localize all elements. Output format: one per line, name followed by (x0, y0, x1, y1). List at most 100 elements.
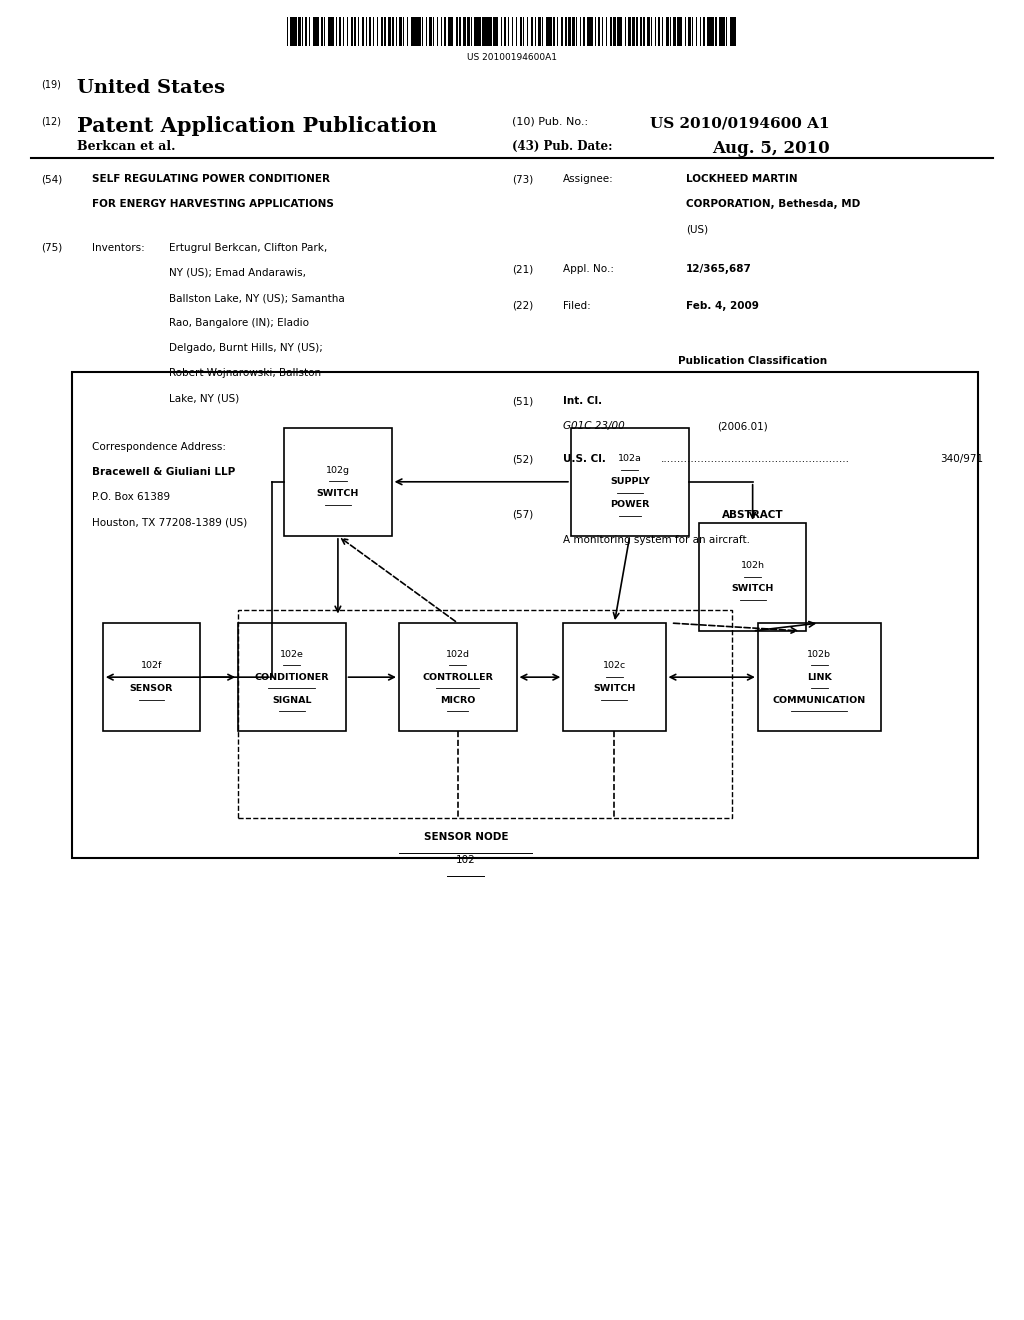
Text: POWER: POWER (610, 500, 649, 510)
Bar (685, 17, 686, 46)
Bar (285, 428, 391, 536)
Bar (561, 17, 563, 46)
Bar (437, 17, 438, 46)
Bar (313, 17, 317, 46)
Bar (677, 17, 681, 46)
Bar (489, 17, 493, 46)
Text: Ballston Lake, NY (US); Samantha: Ballston Lake, NY (US); Samantha (169, 293, 345, 304)
Bar (758, 623, 881, 731)
Text: U.S. Cl.: U.S. Cl. (563, 454, 606, 465)
Bar (305, 17, 307, 46)
Bar (698, 523, 807, 631)
Bar (681, 17, 682, 46)
Text: 102f: 102f (141, 661, 162, 671)
Text: FOR ENERGY HARVESTING APPLICATIONS: FOR ENERGY HARVESTING APPLICATIONS (92, 199, 334, 210)
Bar (708, 17, 712, 46)
Bar (519, 17, 522, 46)
Text: 102h: 102h (740, 561, 765, 570)
Bar (654, 17, 656, 46)
Text: SIGNAL: SIGNAL (272, 696, 311, 705)
Text: US 2010/0194600 A1: US 2010/0194600 A1 (650, 116, 829, 131)
Text: 102b: 102b (807, 649, 831, 659)
Text: 102a: 102a (617, 454, 642, 463)
Text: Bracewell & Giuliani LLP: Bracewell & Giuliani LLP (92, 467, 236, 478)
Text: 102g: 102g (326, 466, 350, 475)
Text: (75): (75) (41, 243, 62, 253)
Bar (343, 17, 344, 46)
Bar (587, 17, 591, 46)
Bar (632, 17, 635, 46)
Bar (361, 17, 365, 46)
Bar (512, 17, 513, 46)
Text: 12/365,687: 12/365,687 (686, 264, 752, 275)
Bar (377, 17, 378, 46)
Bar (482, 17, 486, 46)
Bar (456, 17, 459, 46)
Bar (497, 17, 499, 46)
Text: (US): (US) (686, 224, 709, 235)
Bar (316, 17, 319, 46)
Text: (43) Pub. Date:: (43) Pub. Date: (512, 140, 612, 153)
Bar (72, 372, 978, 858)
Bar (422, 17, 423, 46)
Text: NY (US); Emad Andarawis,: NY (US); Emad Andarawis, (169, 268, 306, 279)
Bar (647, 17, 649, 46)
Text: (22): (22) (512, 301, 534, 312)
Text: CONDITIONER: CONDITIONER (255, 673, 329, 681)
Bar (347, 17, 348, 46)
Bar (291, 17, 295, 46)
Text: (57): (57) (512, 510, 534, 520)
Bar (444, 17, 445, 46)
Text: Rao, Bangalore (IN); Eladio: Rao, Bangalore (IN); Eladio (169, 318, 309, 329)
Text: MICRO: MICRO (440, 696, 475, 705)
Bar (715, 17, 717, 46)
Bar (625, 17, 626, 46)
Bar (373, 17, 375, 46)
Bar (542, 17, 544, 46)
Bar (636, 17, 639, 46)
Text: (51): (51) (512, 396, 534, 407)
Text: Robert Wojnarowski, Ballston: Robert Wojnarowski, Ballston (169, 368, 322, 379)
Bar (699, 17, 701, 46)
Text: ABSTRACT: ABSTRACT (722, 510, 783, 520)
Bar (102, 623, 201, 731)
Bar (478, 17, 481, 46)
Text: LINK: LINK (807, 673, 831, 681)
Text: CORPORATION, Bethesda, MD: CORPORATION, Bethesda, MD (686, 199, 860, 210)
Text: United States: United States (77, 79, 225, 98)
Bar (722, 17, 725, 46)
Bar (381, 17, 383, 46)
Bar (580, 17, 581, 46)
Bar (516, 17, 517, 46)
Text: (52): (52) (512, 454, 534, 465)
Text: Feb. 4, 2009: Feb. 4, 2009 (686, 301, 759, 312)
Text: 102: 102 (456, 855, 476, 866)
Bar (629, 17, 631, 46)
Bar (674, 17, 676, 46)
Bar (399, 623, 517, 731)
Bar (415, 17, 419, 46)
Text: Correspondence Address:: Correspondence Address: (92, 442, 226, 453)
Bar (440, 17, 442, 46)
Text: CONTROLLER: CONTROLLER (422, 673, 494, 681)
Bar (613, 17, 615, 46)
Bar (688, 17, 691, 46)
Text: Houston, TX 77208-1389 (US): Houston, TX 77208-1389 (US) (92, 517, 248, 528)
Bar (643, 17, 645, 46)
Bar (366, 17, 367, 46)
Bar (602, 17, 603, 46)
Text: Delgado, Burnt Hills, NY (US);: Delgado, Burnt Hills, NY (US); (169, 343, 323, 354)
Bar (494, 17, 498, 46)
Bar (670, 17, 671, 46)
Bar (403, 17, 404, 46)
Text: P.O. Box 61389: P.O. Box 61389 (92, 492, 170, 503)
Text: A monitoring system for an aircraft.: A monitoring system for an aircraft. (563, 535, 751, 545)
Text: SWITCH: SWITCH (731, 583, 774, 593)
Text: SELF REGULATING POWER CONDITIONER: SELF REGULATING POWER CONDITIONER (92, 174, 330, 185)
Text: SWITCH: SWITCH (593, 684, 636, 693)
Bar (429, 17, 432, 46)
Bar (358, 17, 359, 46)
Bar (666, 17, 669, 46)
Bar (238, 610, 732, 818)
Bar (449, 17, 453, 46)
